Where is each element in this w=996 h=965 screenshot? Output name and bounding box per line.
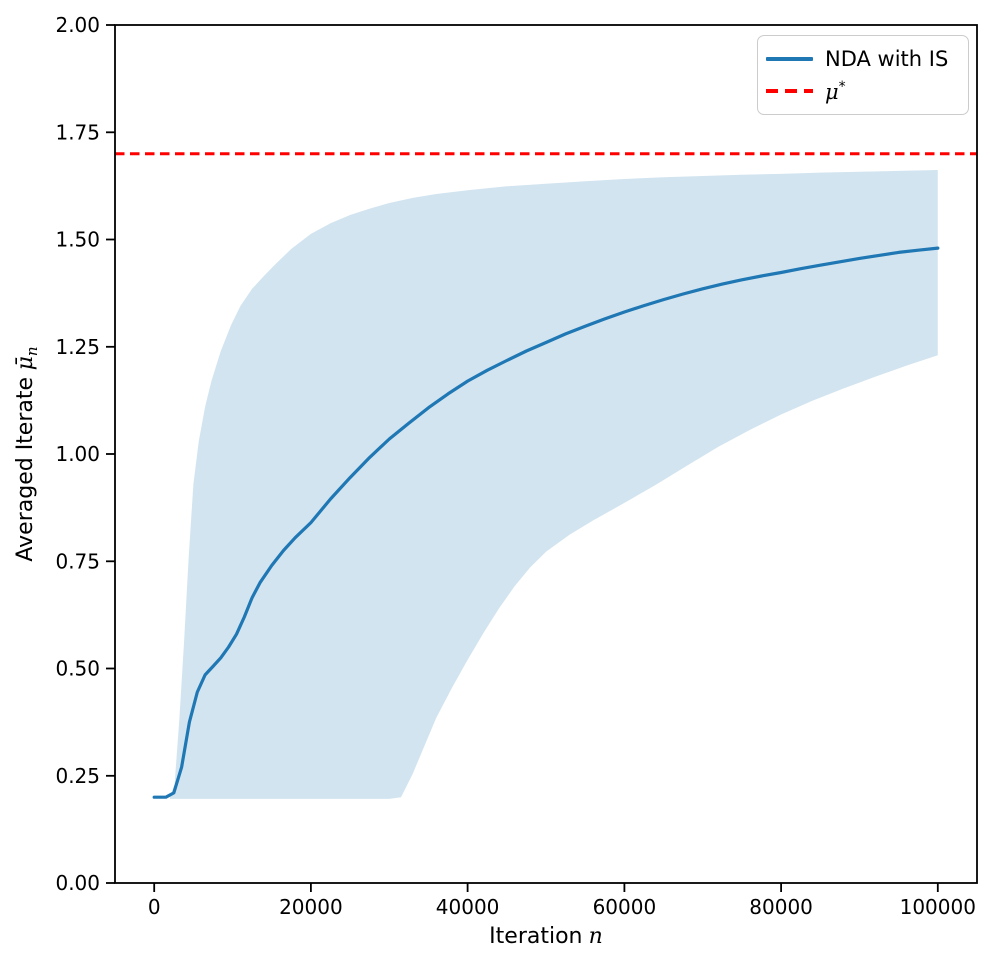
- x-tick-label: 100000: [900, 895, 976, 919]
- nda-with-is-line: [152, 246, 940, 799]
- confidence-band: [169, 170, 938, 799]
- y-axis-label-symbol: μ̄: [12, 356, 38, 371]
- y-tick-label: 0.00: [55, 871, 100, 895]
- nda-line-layer: [152, 246, 940, 799]
- y-tick-label: 2.00: [55, 13, 100, 37]
- legend-item-nda-with-is: NDA with IS: [766, 45, 960, 73]
- mu-star-superscript: *: [838, 78, 846, 95]
- y-axis-label: Averaged Iterate μ̄n: [13, 346, 41, 561]
- legend-item-mu-star: μ*: [766, 77, 960, 105]
- x-tick-label: 60000: [593, 895, 657, 919]
- legend-dashed-line-sample: [766, 89, 813, 93]
- y-tick-label: 0.25: [55, 764, 100, 788]
- legend-solid-line-sample: [766, 57, 813, 61]
- legend-label-mu-star: μ*: [825, 80, 846, 103]
- y-tick-label: 1.25: [55, 335, 100, 359]
- x-axis-label: Iteration n: [115, 924, 977, 949]
- y-tick-label: 1.00: [55, 442, 100, 466]
- x-axis-label-text: Iteration: [489, 924, 583, 949]
- y-tick-label: 1.75: [55, 120, 100, 144]
- y-axis-label-subscript: n: [23, 346, 42, 357]
- y-axis-label-text: Averaged Iterate: [12, 376, 38, 562]
- legend: NDA with IS μ*: [757, 35, 969, 115]
- x-tick-label: 40000: [436, 895, 500, 919]
- x-axis-label-variable: n: [588, 924, 603, 949]
- y-tick-label: 0.50: [55, 657, 100, 681]
- x-tick-label: 80000: [749, 895, 813, 919]
- x-tick-label: 20000: [279, 895, 343, 919]
- x-tick-label: 0: [148, 895, 161, 919]
- mu-symbol: μ: [825, 79, 839, 104]
- confidence-band-layer: [169, 170, 938, 799]
- axes-layer: 0 20000 40000 60000 80000 100000 0.00 0.25 0.50 0…: [55, 13, 978, 919]
- legend-label-nda: NDA with IS: [825, 46, 949, 71]
- y-tick-label: 1.50: [55, 228, 100, 252]
- y-tick-label: 0.75: [55, 549, 100, 573]
